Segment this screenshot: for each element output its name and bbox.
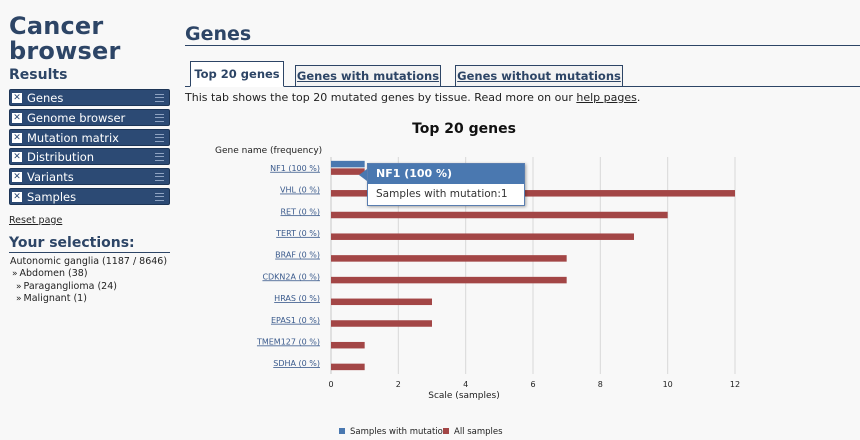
bars [331, 160, 735, 371]
double-arrow-icon: » [16, 294, 22, 305]
tooltip-pointer [359, 169, 367, 181]
bar-all-samples[interactable] [331, 255, 567, 262]
intro-text: This tab shows the top 20 mutated genes … [185, 91, 641, 104]
selections-tree: Autonomic ganglia (1187 / 8646) » Abdomen… [9, 256, 171, 306]
x-tick-label: 2 [396, 380, 401, 389]
menu-item-label: Mutation matrix [27, 130, 119, 145]
tooltip-title: NF1 (100 %) [368, 164, 524, 184]
bar-all-samples[interactable] [331, 320, 432, 327]
menu-item-variants[interactable]: ✕ Variants [9, 168, 170, 186]
x-tick-label: 0 [328, 380, 333, 389]
menu-item-genes[interactable]: ✕ Genes [9, 89, 170, 106]
app-title-line1: Cancer [9, 12, 104, 40]
gene-link[interactable]: SDHA (0 %) [273, 359, 320, 368]
drag-handle-icon[interactable] [155, 153, 164, 162]
bar-tooltip: NF1 (100 %) Samples with mutation:1 [359, 163, 525, 206]
reset-page-link[interactable]: Reset page [9, 214, 63, 226]
results-menu: ✕ Genes ✕ Genome browser ✕ Mutation matr… [9, 89, 171, 205]
close-icon[interactable]: ✕ [12, 191, 22, 202]
menu-item-label: Genome browser [27, 110, 126, 125]
tab-genes-without-mutations[interactable]: Genes without mutations [455, 65, 623, 87]
chart-ylabel: Gene name (frequency) [215, 146, 322, 156]
bar-all-samples[interactable] [331, 363, 365, 371]
bar-samples-with-mutation[interactable] [331, 160, 365, 168]
double-arrow-icon: » [16, 281, 22, 292]
gene-link[interactable]: CDKN2A (0 %) [262, 272, 320, 281]
drag-handle-icon[interactable] [155, 94, 164, 102]
drag-handle-icon[interactable] [155, 133, 164, 142]
chart-title: Top 20 genes [412, 121, 516, 137]
menu-item-genome-browser[interactable]: ✕ Genome browser [9, 108, 170, 126]
menu-item-label: Genes [27, 91, 64, 105]
gene-link[interactable]: BRAF (0 %) [275, 251, 320, 260]
x-axis-ticks: 0 2 4 6 8 10 12 [328, 380, 740, 389]
menu-item-distribution[interactable]: ✕ Distribution [9, 148, 170, 166]
page-title: Genes [185, 23, 252, 45]
gene-link[interactable]: RET (0 %) [280, 207, 320, 216]
gene-link[interactable]: TERT (0 %) [275, 229, 320, 238]
title-divider [185, 45, 860, 46]
menu-item-mutation-matrix[interactable]: ✕ Mutation matrix [9, 128, 170, 146]
chart-legend: Samples with mutation All samples [339, 427, 503, 437]
gene-link[interactable]: VHL (0 %) [280, 186, 320, 195]
results-heading: Results [9, 67, 68, 83]
gene-link[interactable]: TMEM127 (0 %) [256, 337, 320, 346]
legend-label[interactable]: Samples with mutation [350, 427, 448, 437]
close-icon[interactable]: ✕ [12, 152, 22, 163]
bar-all-samples[interactable] [331, 276, 567, 284]
sidebar: Cancer browser Results ✕ Genes ✕ Genome … [9, 14, 171, 306]
app-title-line2: browser [9, 37, 121, 65]
chart-xlabel: Scale (samples) [428, 391, 500, 401]
gene-link[interactable]: HRAS (0 %) [274, 294, 320, 303]
x-tick-label: 10 [663, 380, 673, 389]
selections-heading: Your selections: [9, 235, 170, 253]
tab-top-20-genes[interactable]: Top 20 genes [190, 61, 284, 87]
bar-all-samples[interactable] [331, 341, 365, 349]
menu-item-label: Distribution [27, 150, 95, 165]
gene-link[interactable]: EPAS1 (0 %) [271, 316, 320, 325]
legend-swatch[interactable] [339, 428, 345, 434]
selection-item-site[interactable]: » Abdomen (38) [12, 268, 88, 280]
x-tick-label: 8 [598, 380, 603, 389]
tab-genes-with-mutations[interactable]: Genes with mutations [295, 65, 441, 87]
bar-all-samples[interactable] [331, 298, 432, 306]
app-title: Cancer browser [9, 14, 171, 64]
drag-handle-icon[interactable] [155, 113, 164, 122]
gene-link[interactable]: NF1 (100 %) [270, 164, 320, 173]
help-pages-link[interactable]: help pages [576, 91, 637, 104]
close-icon[interactable]: ✕ [12, 172, 22, 183]
menu-item-label: Variants [27, 170, 74, 185]
bar-all-samples[interactable] [331, 233, 634, 240]
selection-item-subtype[interactable]: » Malignant (1) [16, 293, 87, 305]
close-icon[interactable]: ✕ [12, 112, 22, 123]
selection-item-tissue[interactable]: Autonomic ganglia (1187 / 8646) [10, 255, 168, 267]
legend-swatch[interactable] [443, 428, 449, 434]
menu-item-samples[interactable]: ✕ Samples [9, 187, 170, 205]
selection-item-histology[interactable]: » Paraganglioma (24) [16, 280, 117, 292]
drag-handle-icon[interactable] [155, 173, 164, 182]
close-icon[interactable]: ✕ [12, 132, 22, 143]
category-labels: NF1 (100 %) VHL (0 %) RET (0 %) TERT (0 %) B… [256, 164, 320, 368]
legend-label[interactable]: All samples [454, 427, 503, 437]
bar-all-samples[interactable] [331, 190, 735, 197]
x-tick-label: 4 [463, 380, 468, 389]
x-tick-label: 6 [530, 380, 535, 389]
bar-all-samples[interactable] [331, 168, 365, 175]
menu-item-label: Samples [27, 189, 77, 204]
drag-handle-icon[interactable] [155, 192, 164, 201]
close-icon[interactable]: ✕ [12, 93, 22, 103]
tooltip-body: Samples with mutation:1 [376, 188, 508, 200]
x-tick-label: 12 [730, 380, 740, 389]
bar-all-samples[interactable] [331, 211, 668, 219]
double-arrow-icon: » [12, 269, 18, 280]
